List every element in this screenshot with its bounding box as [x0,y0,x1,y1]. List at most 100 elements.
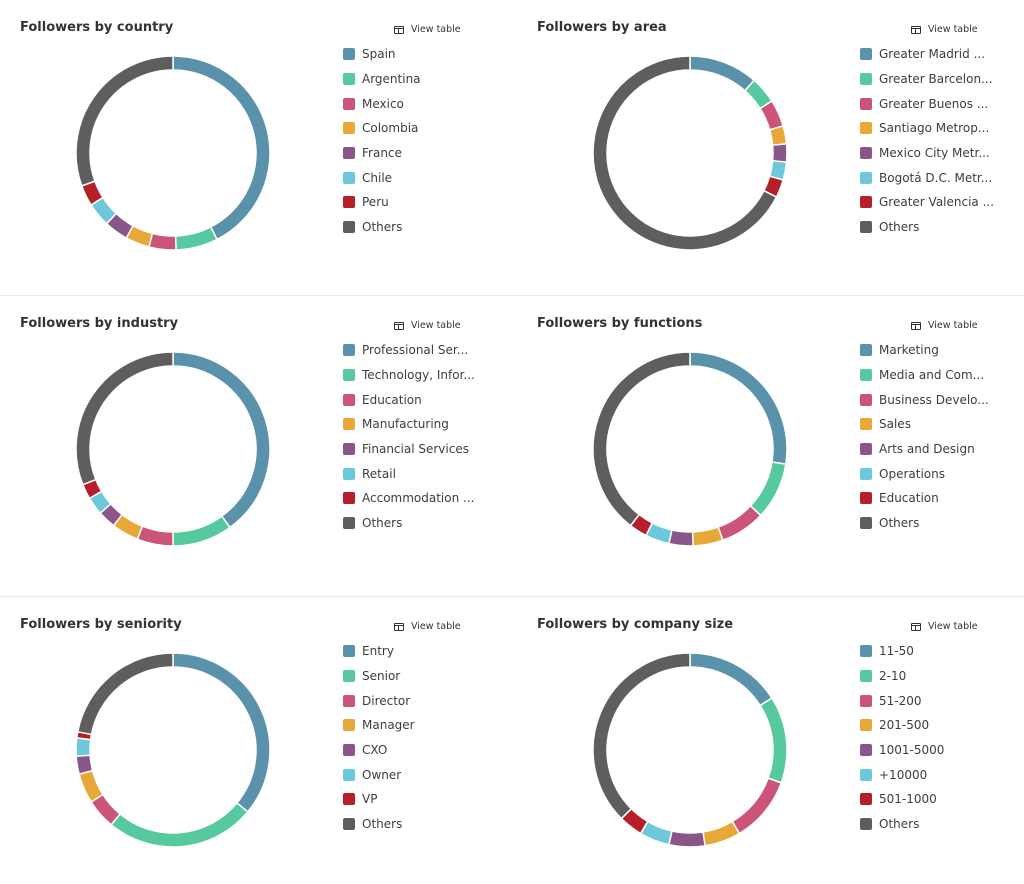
legend-item[interactable]: 501-1000 [860,787,944,812]
slice-sales[interactable] [691,526,724,547]
legend-item[interactable]: +10000 [860,762,944,787]
view-table-button[interactable]: View table [911,24,978,35]
slice-argentina[interactable] [174,225,219,251]
slice-entry[interactable] [172,652,271,813]
legend-label: Sales [879,417,911,432]
legend-item[interactable]: Director [343,688,415,713]
legend-item[interactable]: Manager [343,713,415,738]
slice-greater-madrid[interactable] [689,55,756,92]
slice-media-and-com[interactable] [749,461,787,517]
legend-item[interactable]: Education [343,387,475,412]
legend-item[interactable]: Bogotá D.C. Metr... [860,165,994,190]
legend-item[interactable]: Education [860,486,989,511]
slice-arts-and-design[interactable] [667,529,694,547]
slice-11-50[interactable] [689,652,773,707]
legend-item[interactable]: Business Develo... [860,387,989,412]
legend-item[interactable]: Mexico [343,91,421,116]
legend-label: Professional Ser... [362,343,469,358]
legend-item[interactable]: Others [860,812,944,837]
view-table-label: View table [928,24,978,35]
slice-others[interactable] [592,55,778,251]
slice-others[interactable] [75,55,174,187]
donut-chart [75,652,271,848]
legend-swatch [343,393,355,406]
legend-item[interactable]: Spain [343,42,421,67]
legend-item[interactable]: Others [860,215,994,240]
view-table-button[interactable]: View table [911,320,978,331]
legend-item[interactable]: Others [343,215,421,240]
legend-item[interactable]: Marketing [860,338,989,363]
slice-mexico[interactable] [147,232,177,251]
legend-swatch [860,744,872,757]
legend-item[interactable]: Professional Ser... [343,338,475,363]
legend-item[interactable]: 11-50 [860,639,944,664]
legend-item[interactable]: Financial Services [343,437,475,462]
slice-2-10[interactable] [759,696,788,784]
legend-label: Arts and Design [879,442,975,457]
legend-item[interactable]: Peru [343,190,421,215]
slice-others[interactable] [75,351,174,486]
legend-item[interactable]: Colombia [343,116,421,141]
slice-senior[interactable] [110,801,249,848]
view-table-button[interactable]: View table [394,621,461,632]
slice-mexico-city-metr[interactable] [771,143,788,163]
legend-item[interactable]: Argentina [343,67,421,92]
legend-item[interactable]: Santiago Metrop... [860,116,994,141]
legend-item[interactable]: 2-10 [860,664,944,689]
legend-item[interactable]: Greater Madrid ... [860,42,994,67]
slice-others[interactable] [76,652,174,736]
legend-item[interactable]: 1001-5000 [860,738,944,763]
legend-item[interactable]: Others [343,812,415,837]
legend-item[interactable]: 201-500 [860,713,944,738]
slice-owner[interactable] [75,737,92,757]
legend-label: Santiago Metrop... [879,121,990,136]
slice-others[interactable] [592,652,691,820]
legend-item[interactable]: Greater Barcelon... [860,67,994,92]
slice-professional-ser[interactable] [172,351,271,529]
slice-manager[interactable] [78,769,104,804]
panel-functions: Followers by functions View table Marketin… [517,296,1024,597]
legend-item[interactable]: Others [860,511,989,536]
chart-legend: Marketing Media and Com... Business Develo… [860,338,989,536]
slice-education[interactable] [136,525,174,547]
legend-item[interactable]: Others [343,511,475,536]
slice-1001-5000[interactable] [667,830,707,848]
slice-201-500[interactable] [702,820,741,847]
legend-item[interactable]: Senior [343,664,415,689]
legend-item[interactable]: Arts and Design [860,437,989,462]
legend-item[interactable]: France [343,141,421,166]
view-table-button[interactable]: View table [911,621,978,632]
legend-item[interactable]: Sales [860,412,989,437]
legend-item[interactable]: Accommodation ... [343,486,475,511]
legend-item[interactable]: Greater Valencia ... [860,190,994,215]
slice-technology-infor[interactable] [172,515,232,547]
legend-item[interactable]: VP [343,787,415,812]
slice-spain[interactable] [172,55,271,241]
view-table-button[interactable]: View table [394,24,461,35]
slice-marketing[interactable] [689,351,788,466]
slice-others[interactable] [592,351,691,527]
legend-swatch [343,467,355,480]
view-table-label: View table [411,24,461,35]
legend-item[interactable]: Technology, Infor... [343,363,475,388]
legend-item[interactable]: Entry [343,639,415,664]
legend-item[interactable]: Operations [860,461,989,486]
legend-item[interactable]: CXO [343,738,415,763]
legend-item[interactable]: Media and Com... [860,363,989,388]
legend-item[interactable]: Retail [343,461,475,486]
legend-item[interactable]: Owner [343,762,415,787]
legend-item[interactable]: Chile [343,165,421,190]
legend-item[interactable]: Mexico City Metr... [860,141,994,166]
legend-item[interactable]: 51-200 [860,688,944,713]
legend-swatch [343,645,355,658]
legend-label: Greater Buenos ... [879,96,989,111]
legend-item[interactable]: Manufacturing [343,412,475,437]
slice-cxo[interactable] [75,754,94,776]
legend-item[interactable]: Greater Buenos ... [860,91,994,116]
slice-santiago-metrop[interactable] [768,125,788,147]
chart-legend: Greater Madrid ... Greater Barcelon... Gre… [860,42,994,240]
view-table-button[interactable]: View table [394,320,461,331]
legend-label: Manager [362,718,415,733]
slice-business-develo[interactable] [717,504,762,542]
slice-51-200[interactable] [731,777,783,835]
